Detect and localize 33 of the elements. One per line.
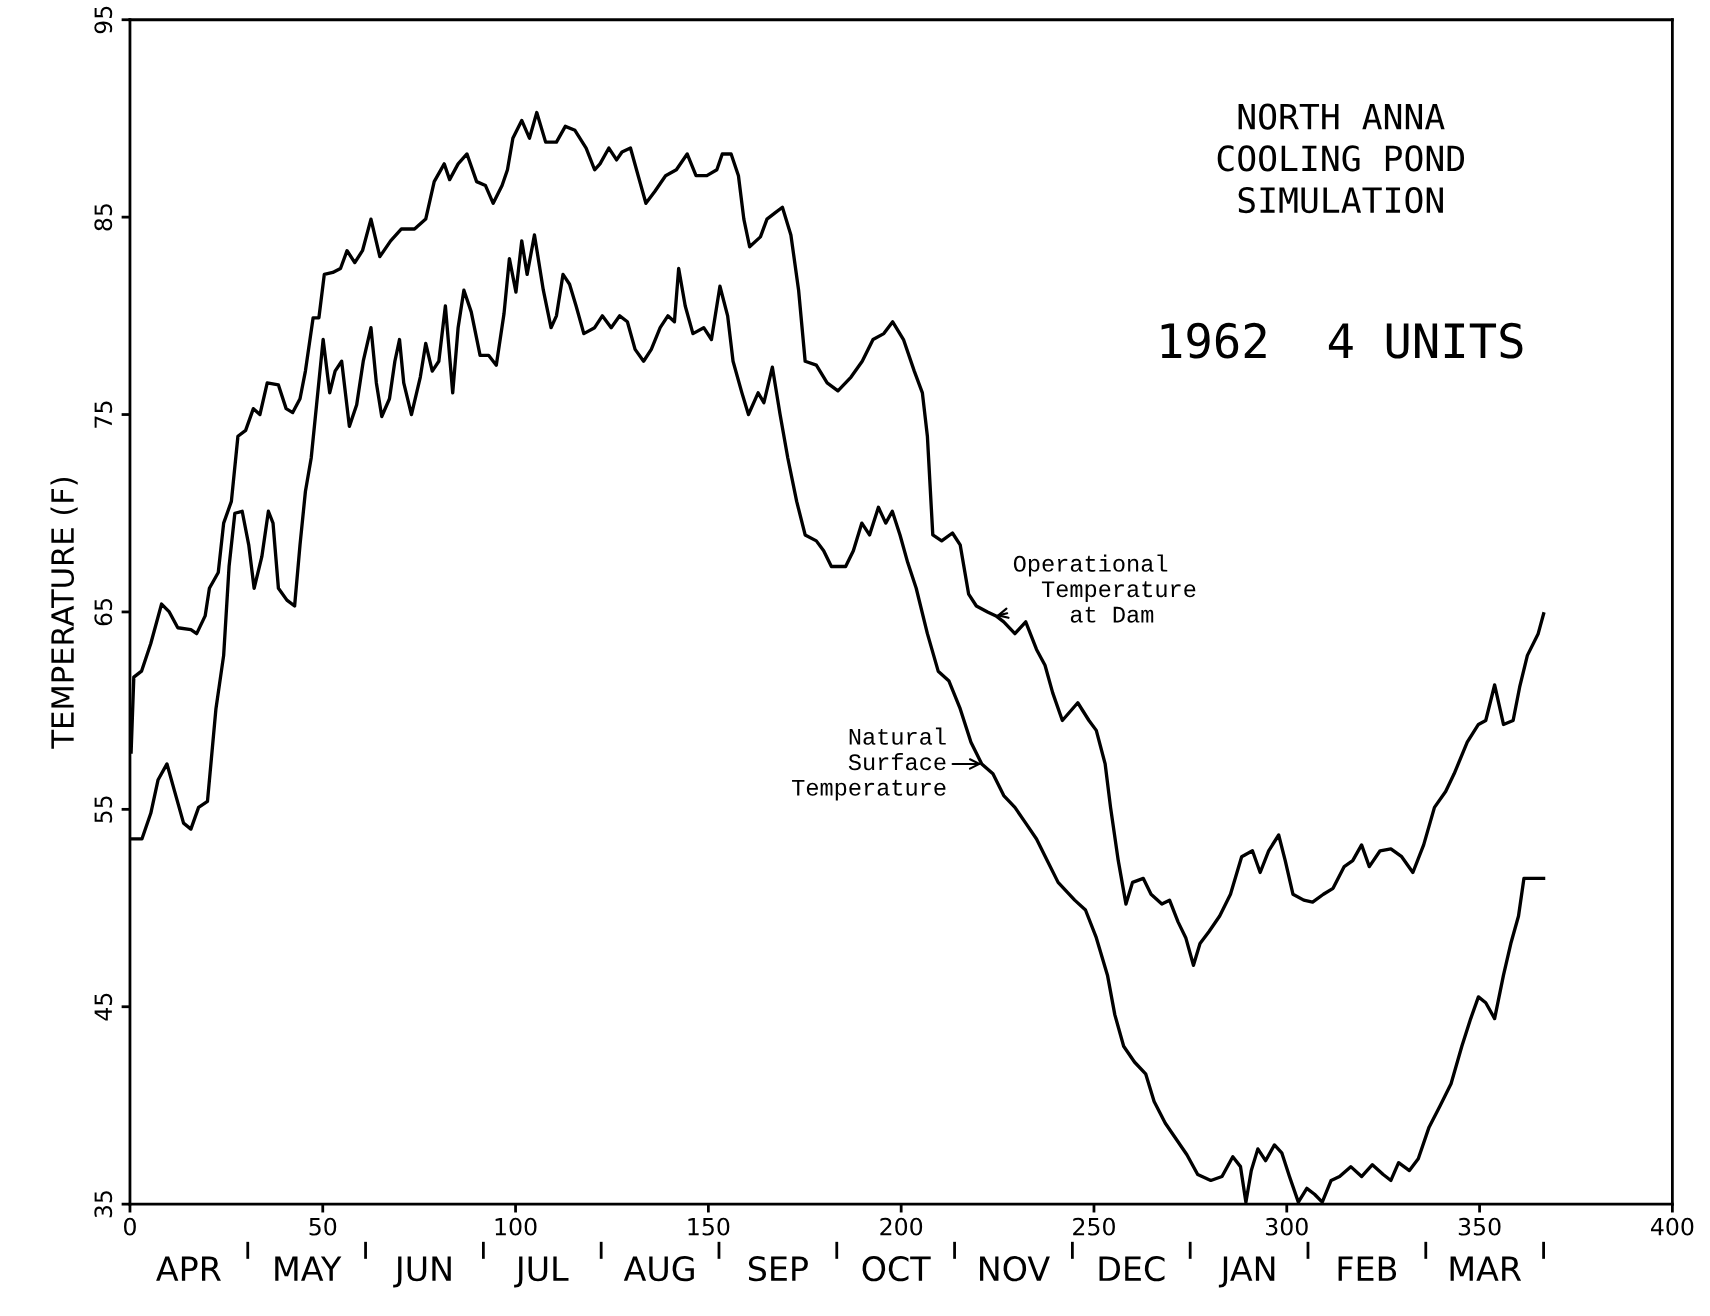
y-axis-title: TEMPERATURE (F) (50, 477, 78, 749)
y-tick-label: 75 (94, 401, 113, 428)
text: APR (156, 1256, 221, 1281)
y-tick-label: 95 (94, 6, 113, 34)
text: 1962 4 UNITS (1161, 322, 1523, 359)
y-tick-label: 65 (94, 598, 113, 626)
y-tick-label: 45 (94, 993, 113, 1021)
text: DEC (1099, 1256, 1165, 1282)
text: MAR (1450, 1256, 1522, 1281)
y-tick-label: 85 (94, 204, 113, 231)
annotation: Operational Temperature at Dam (1013, 554, 1196, 623)
text: OCT (862, 1256, 931, 1282)
x-tick-label: 200 (880, 1217, 923, 1236)
x-tick-label: 100 (495, 1217, 537, 1236)
x-tick-label: 300 (1266, 1217, 1308, 1236)
x-tick-label: 150 (688, 1217, 730, 1236)
x-tick-label: 400 (1651, 1217, 1694, 1236)
x-tick-label: 50 (309, 1217, 337, 1236)
y-tick-label: 55 (94, 796, 113, 823)
text: SEP (748, 1256, 808, 1282)
text: JUL (514, 1256, 569, 1288)
text: JUN (393, 1256, 451, 1288)
text: AUG (623, 1256, 694, 1282)
x-tick-label: 350 (1458, 1217, 1501, 1236)
text: FEB (1338, 1256, 1397, 1281)
text: NORTH ANNA COOLING POND SIMULATION (1217, 103, 1465, 214)
text: JAN (1218, 1256, 1275, 1288)
y-tick-label: 35 (94, 1191, 113, 1218)
x-tick-label: 250 (1073, 1217, 1115, 1236)
annotation: Natural Surface Temperature (792, 727, 946, 801)
x-tick-label: 0 (124, 1217, 136, 1236)
text: NOV (980, 1256, 1050, 1282)
text: MAY (275, 1256, 342, 1281)
